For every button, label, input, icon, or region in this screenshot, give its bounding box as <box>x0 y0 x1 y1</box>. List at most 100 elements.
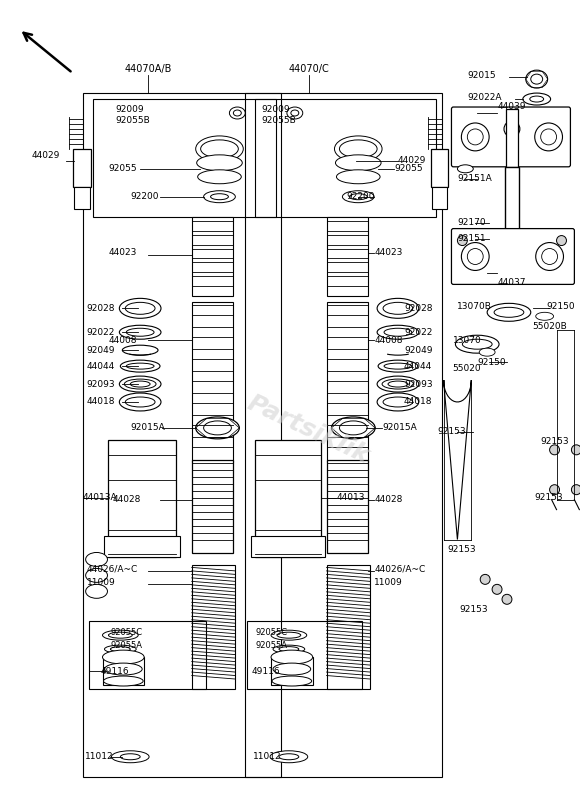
Ellipse shape <box>130 381 150 387</box>
Ellipse shape <box>126 397 155 407</box>
Text: 92009: 92009 <box>116 105 144 114</box>
Text: 92150: 92150 <box>547 302 575 311</box>
Circle shape <box>541 129 557 145</box>
Circle shape <box>557 235 566 246</box>
Text: 44008: 44008 <box>374 336 402 345</box>
Ellipse shape <box>120 754 140 760</box>
Bar <box>89 622 206 689</box>
FancyBboxPatch shape <box>451 229 575 285</box>
Ellipse shape <box>487 303 531 322</box>
Text: 44029: 44029 <box>31 151 60 160</box>
Text: 92150: 92150 <box>477 358 506 366</box>
Ellipse shape <box>196 417 239 439</box>
Ellipse shape <box>105 663 142 675</box>
Ellipse shape <box>86 569 107 582</box>
Bar <box>506 109 518 167</box>
Polygon shape <box>443 380 471 539</box>
Ellipse shape <box>287 107 303 119</box>
Text: 92009: 92009 <box>261 105 290 114</box>
Text: 92093: 92093 <box>86 379 115 389</box>
Bar <box>255 99 436 217</box>
Ellipse shape <box>291 110 299 116</box>
Text: 44018: 44018 <box>86 398 115 406</box>
Ellipse shape <box>494 307 524 318</box>
Circle shape <box>542 249 558 265</box>
Ellipse shape <box>271 630 307 640</box>
Text: 92028: 92028 <box>404 304 432 313</box>
Ellipse shape <box>211 194 228 200</box>
Ellipse shape <box>201 140 238 158</box>
Bar <box>505 167 519 262</box>
Circle shape <box>467 129 483 145</box>
Text: 92022: 92022 <box>86 328 115 337</box>
Text: 44044: 44044 <box>404 362 432 370</box>
Text: 44026/A~C: 44026/A~C <box>374 565 425 574</box>
Text: 44008: 44008 <box>109 336 137 345</box>
Circle shape <box>461 123 489 151</box>
Text: 92028: 92028 <box>86 304 115 313</box>
Text: 44070/C: 44070/C <box>288 64 329 74</box>
Ellipse shape <box>349 194 367 200</box>
Ellipse shape <box>279 646 299 652</box>
Bar <box>192 460 234 554</box>
FancyBboxPatch shape <box>451 107 571 167</box>
Bar <box>245 93 442 777</box>
Circle shape <box>502 594 512 604</box>
Text: 92055A: 92055A <box>255 641 287 650</box>
Ellipse shape <box>204 421 231 435</box>
Ellipse shape <box>272 676 312 686</box>
Ellipse shape <box>463 339 492 349</box>
Text: 44029: 44029 <box>398 156 426 166</box>
Text: 92055A: 92055A <box>110 641 142 650</box>
Bar <box>103 657 144 685</box>
Ellipse shape <box>110 646 130 652</box>
Text: 92055B: 92055B <box>116 117 150 126</box>
Ellipse shape <box>339 421 367 435</box>
Ellipse shape <box>120 360 160 372</box>
Ellipse shape <box>197 170 241 184</box>
Ellipse shape <box>105 645 136 653</box>
Circle shape <box>504 121 520 137</box>
Text: 11009: 11009 <box>374 578 403 587</box>
Ellipse shape <box>479 348 495 356</box>
Text: 55020B: 55020B <box>533 322 568 330</box>
Text: 44023: 44023 <box>374 248 402 257</box>
Ellipse shape <box>339 140 377 158</box>
Ellipse shape <box>384 363 412 369</box>
Bar <box>74 186 89 209</box>
Text: 92153: 92153 <box>535 493 564 502</box>
Ellipse shape <box>119 326 161 339</box>
Ellipse shape <box>279 754 299 760</box>
Circle shape <box>457 235 467 246</box>
Text: 92153: 92153 <box>460 605 488 614</box>
Text: 92153: 92153 <box>437 427 466 436</box>
Bar <box>192 566 235 689</box>
Ellipse shape <box>377 393 419 411</box>
Text: 92049: 92049 <box>404 346 432 354</box>
Bar <box>251 535 325 558</box>
Ellipse shape <box>271 650 312 664</box>
Bar <box>83 93 281 777</box>
Ellipse shape <box>103 630 138 640</box>
Ellipse shape <box>126 302 155 314</box>
Text: 11012: 11012 <box>253 752 282 762</box>
Text: 44039: 44039 <box>497 102 526 110</box>
Text: 49116: 49116 <box>100 666 129 675</box>
Ellipse shape <box>377 298 419 318</box>
Ellipse shape <box>103 676 143 686</box>
Bar <box>192 217 234 296</box>
Ellipse shape <box>109 632 132 638</box>
Ellipse shape <box>378 360 418 372</box>
Ellipse shape <box>457 165 473 173</box>
Ellipse shape <box>388 381 408 387</box>
Text: 92153: 92153 <box>541 438 569 446</box>
Ellipse shape <box>273 645 305 653</box>
Text: Partsiklik: Partsiklik <box>244 391 374 469</box>
Ellipse shape <box>526 70 548 88</box>
Ellipse shape <box>335 136 382 162</box>
Ellipse shape <box>119 376 161 392</box>
Text: 44013A: 44013A <box>83 493 117 502</box>
Ellipse shape <box>126 363 154 369</box>
Ellipse shape <box>124 379 156 389</box>
Text: 44023: 44023 <box>109 248 137 257</box>
